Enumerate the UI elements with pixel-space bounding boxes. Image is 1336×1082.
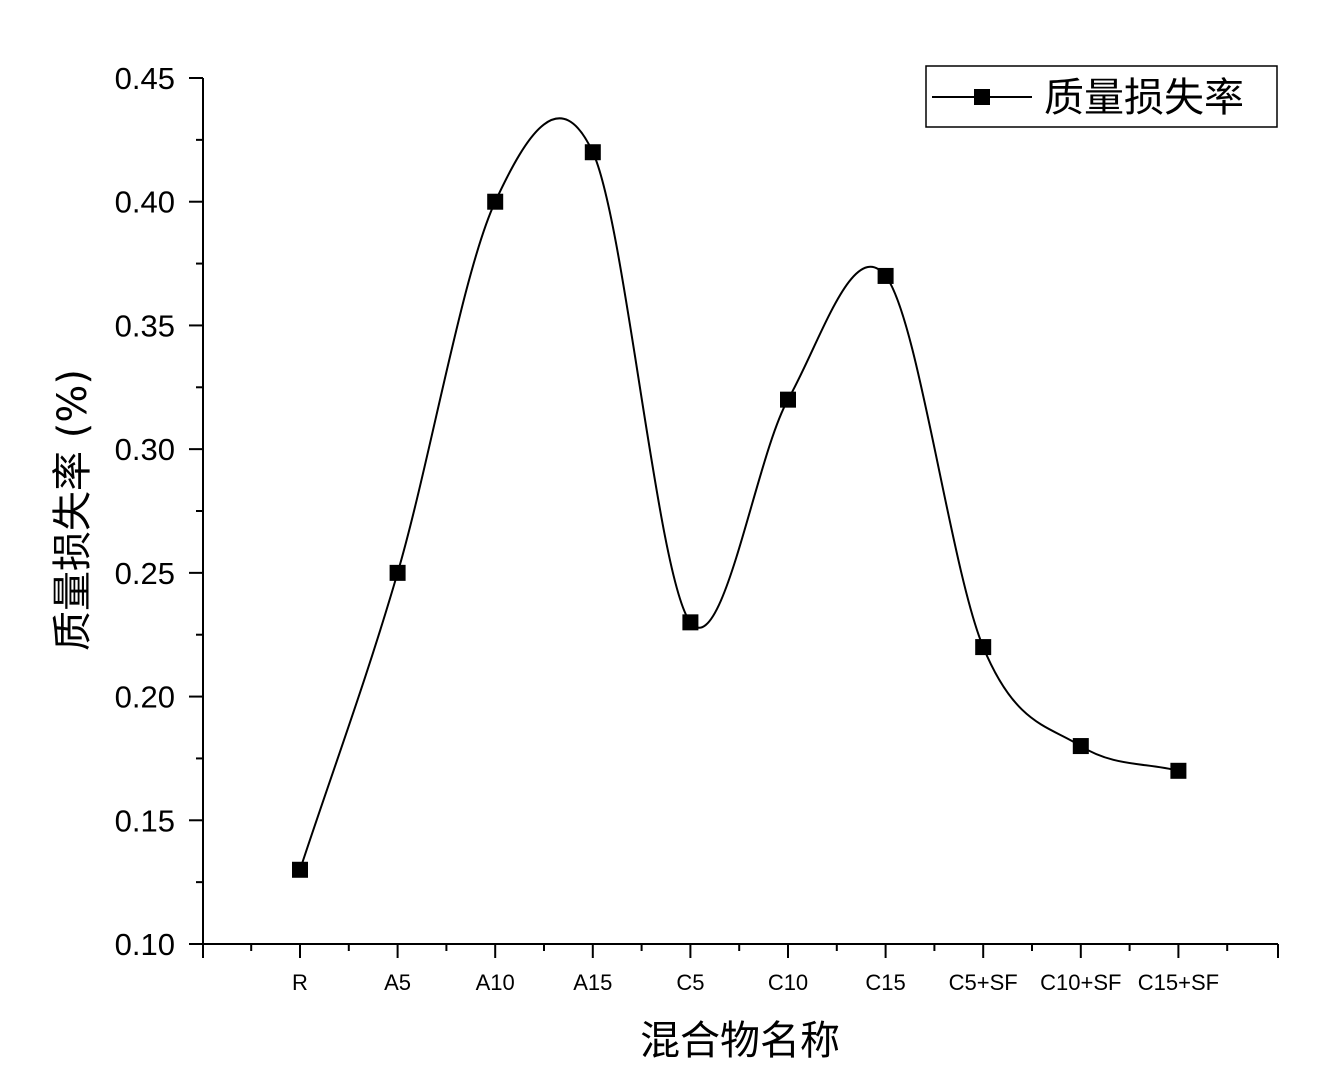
x-tick-label: C5 — [676, 970, 704, 995]
axes — [202, 78, 1278, 958]
y-axis-title: 质量损失率 (%) — [50, 369, 96, 651]
y-tick-label: 0.20 — [115, 680, 175, 715]
data-point-marker — [389, 564, 406, 581]
y-tick-label: 0.35 — [115, 308, 175, 343]
x-tick-label: A15 — [573, 970, 612, 995]
y-tick-label: 0.15 — [115, 803, 175, 838]
data-point-marker — [1072, 738, 1089, 755]
x-axis-ticks: R A5 A10 A15 C5 C10 C15 C5+SF C10+SF C15+SF — [250, 944, 1279, 995]
series-markers — [292, 144, 1187, 878]
x-tick-label: C15 — [865, 970, 905, 995]
data-point-marker — [1170, 762, 1187, 779]
y-axis-ticks: 0.10 0.15 0.20 0.25 0.30 0.35 0.40 0.45 — [115, 61, 203, 962]
x-tick-label: R — [292, 970, 308, 995]
y-tick-label: 0.10 — [115, 927, 175, 962]
x-tick-label: C10 — [768, 970, 808, 995]
data-point-marker — [877, 267, 894, 284]
x-tick-label: C10+SF — [1040, 970, 1121, 995]
y-tick-label: 0.30 — [115, 432, 175, 467]
series-line — [299, 117, 1179, 871]
data-point-marker — [780, 391, 796, 408]
x-tick-label: C5+SF — [949, 970, 1018, 995]
data-point-marker — [584, 144, 601, 161]
x-axis-title: 混合物名称 — [640, 1018, 840, 1064]
data-point-marker — [682, 614, 699, 631]
data-point-marker — [487, 193, 504, 210]
data-point-marker — [975, 639, 992, 656]
y-tick-label: 0.40 — [115, 185, 175, 220]
x-tick-label: A5 — [384, 970, 411, 995]
y-tick-label: 0.25 — [115, 556, 175, 591]
legend-marker — [974, 89, 990, 105]
x-tick-label: A10 — [476, 970, 515, 995]
legend: 质量损失率 — [925, 65, 1278, 128]
legend-label: 质量损失率 — [1044, 75, 1244, 121]
data-point-marker — [292, 861, 308, 878]
y-tick-label: 0.45 — [115, 61, 175, 96]
x-tick-label: C15+SF — [1138, 970, 1219, 995]
